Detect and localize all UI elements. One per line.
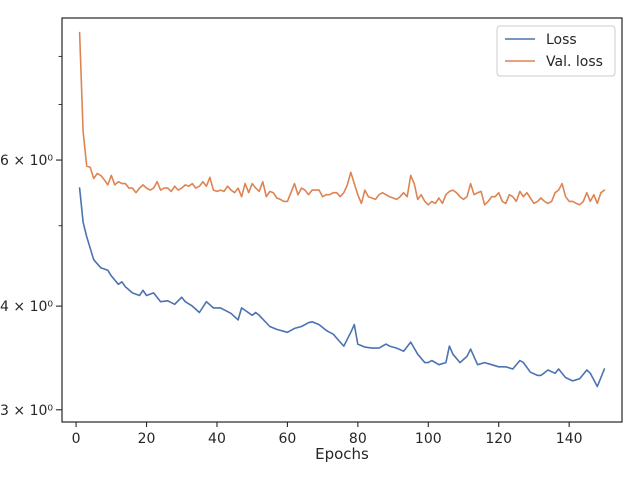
x-tick-label: 40 xyxy=(208,431,226,447)
x-tick-label: 0 xyxy=(72,431,81,447)
y-tick-label: 3 × 10⁰ xyxy=(0,403,53,419)
y-tick-label: 6 × 10⁰ xyxy=(0,153,53,169)
legend-label-val-loss: Val. loss xyxy=(546,54,603,70)
x-axis-label: Epochs xyxy=(315,445,369,463)
series-line-loss xyxy=(78,187,606,388)
x-tick-label: 80 xyxy=(349,431,367,447)
x-tick-label: 60 xyxy=(278,431,296,447)
legend: Loss Val. loss xyxy=(496,25,616,77)
x-tick-label: 140 xyxy=(556,431,583,447)
y-axis-ticks: 3 × 10⁰ 4 × 10⁰ 6 × 10⁰ xyxy=(0,55,62,419)
plot-series xyxy=(78,31,606,388)
legend-label-loss: Loss xyxy=(546,32,577,48)
series-line-val-loss xyxy=(78,31,606,206)
y-tick-label: 4 × 10⁰ xyxy=(0,299,53,315)
x-tick-label: 100 xyxy=(415,431,442,447)
x-tick-label: 20 xyxy=(138,431,156,447)
x-tick-label: 120 xyxy=(485,431,512,447)
plot-frame xyxy=(61,17,623,423)
x-axis-ticks: 0 20 40 60 80 100 120 140 xyxy=(72,422,583,447)
